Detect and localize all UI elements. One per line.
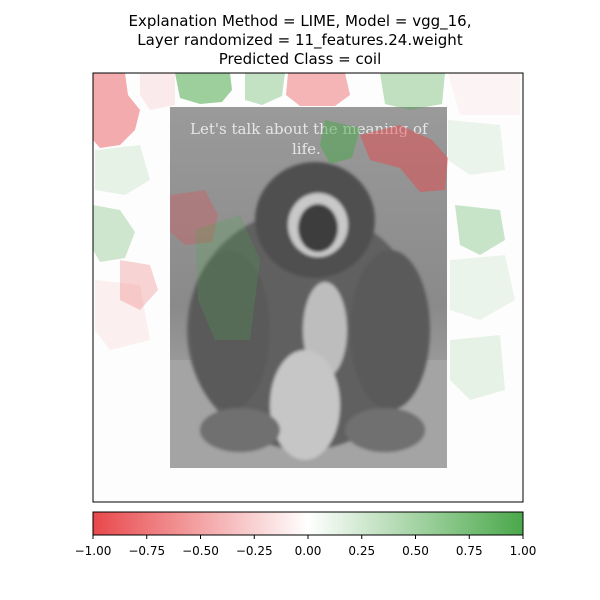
lime-segment-negative bbox=[360, 125, 448, 192]
colorbar-tick-label: −0.50 bbox=[182, 544, 219, 558]
title-line-1: Explanation Method = LIME, Model = vgg_1… bbox=[128, 12, 472, 30]
lime-segment-negative bbox=[120, 260, 158, 310]
background-segment bbox=[95, 145, 150, 195]
colorbar-tick-label: 0.75 bbox=[456, 544, 483, 558]
colorbar-tick-label: 0.00 bbox=[295, 544, 322, 558]
background-segment bbox=[450, 255, 515, 320]
chart-title: Explanation Method = LIME, Model = vgg_1… bbox=[0, 12, 600, 69]
colorbar-gradient bbox=[92, 511, 524, 536]
colorbar-tick-label: 1.00 bbox=[510, 544, 537, 558]
background-segments bbox=[95, 73, 520, 400]
photo-caption: Let's talk about the meaning of bbox=[190, 120, 429, 138]
lime-segment-positive bbox=[455, 205, 505, 255]
background-segment bbox=[448, 73, 520, 115]
lime-segment-positive bbox=[245, 73, 285, 105]
lime-segment-positive bbox=[380, 73, 445, 110]
lime-segment-positive bbox=[195, 215, 260, 340]
title-line-3: Predicted Class = coil bbox=[218, 50, 382, 68]
colorbar: −1.00 −0.75 −0.50 −0.25 0.00 0.25 0.50 0.75 1.00 bbox=[75, 511, 537, 558]
lime-segment-negative bbox=[286, 73, 350, 106]
lime-segment-positive bbox=[175, 73, 232, 104]
lime-segment-positive bbox=[93, 205, 135, 262]
lime-segment-negative bbox=[93, 73, 140, 148]
colorbar-tick-label: 0.25 bbox=[348, 544, 375, 558]
background-segment bbox=[448, 120, 505, 175]
gibbon-illustration bbox=[187, 162, 430, 460]
colorbar-tick-label: 0.50 bbox=[402, 544, 429, 558]
colorbar-tick-label: −1.00 bbox=[75, 544, 112, 558]
background-segment bbox=[95, 280, 150, 350]
colorbar-tick-label: −0.75 bbox=[128, 544, 165, 558]
lime-segment-positive bbox=[320, 120, 360, 164]
title-line-2: Layer randomized = 11_features.24.weight bbox=[137, 31, 463, 49]
lime-segment-negative bbox=[170, 190, 218, 245]
background-segment bbox=[140, 73, 175, 110]
colorbar-ticks: −1.00 −0.75 −0.50 −0.25 0.00 0.25 0.50 0.75 1.00 bbox=[75, 535, 537, 558]
photo-caption-line-2: life. bbox=[292, 140, 321, 158]
lime-segment-overlay bbox=[93, 73, 505, 340]
plot-frame bbox=[92, 72, 524, 503]
background-segment bbox=[450, 335, 505, 400]
colorbar-tick-label: −0.25 bbox=[236, 544, 273, 558]
photo-image: Let's talk about the meaning of life. bbox=[170, 107, 447, 468]
